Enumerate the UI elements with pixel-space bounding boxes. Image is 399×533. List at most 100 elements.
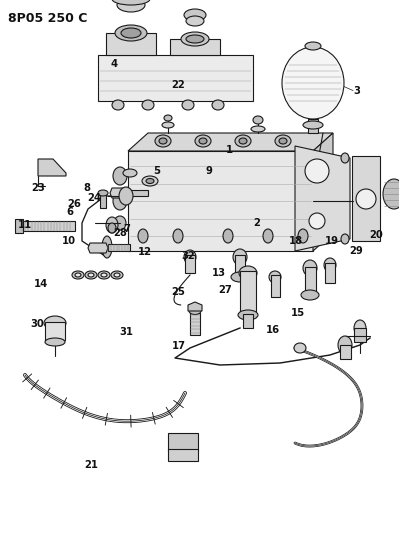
Bar (271, 275, 280, 297)
Text: 11: 11 (18, 220, 32, 230)
Text: 29: 29 (349, 246, 363, 255)
Ellipse shape (98, 190, 108, 196)
Polygon shape (313, 133, 333, 251)
Ellipse shape (263, 229, 273, 243)
Ellipse shape (114, 216, 126, 230)
Text: 13: 13 (211, 268, 225, 278)
Circle shape (309, 213, 325, 229)
Bar (305, 267, 316, 293)
Ellipse shape (253, 116, 263, 124)
Text: 27: 27 (219, 286, 232, 295)
Text: 5: 5 (154, 166, 161, 175)
Bar (325, 263, 335, 283)
Text: 25: 25 (172, 287, 186, 297)
Text: 6: 6 (67, 207, 74, 217)
Text: 8: 8 (84, 183, 91, 192)
Bar (168, 449, 198, 461)
Ellipse shape (199, 138, 207, 144)
Ellipse shape (212, 100, 224, 110)
Ellipse shape (146, 179, 154, 183)
Ellipse shape (182, 100, 194, 110)
Circle shape (356, 189, 376, 209)
Ellipse shape (238, 310, 258, 320)
Ellipse shape (341, 153, 349, 163)
Text: 2: 2 (253, 218, 260, 228)
Bar (45, 322, 65, 340)
Ellipse shape (121, 28, 141, 38)
Ellipse shape (102, 236, 112, 258)
Bar (20, 221, 75, 231)
Ellipse shape (111, 271, 123, 279)
Text: 23: 23 (31, 183, 45, 192)
Ellipse shape (119, 187, 133, 205)
Ellipse shape (45, 338, 65, 346)
Text: 8P05 250 C: 8P05 250 C (8, 12, 87, 25)
Bar (130, 190, 148, 196)
Ellipse shape (354, 320, 366, 336)
Ellipse shape (142, 176, 158, 186)
Bar (15, 219, 23, 233)
Ellipse shape (142, 100, 154, 110)
Bar (235, 255, 245, 275)
Ellipse shape (301, 290, 319, 300)
Ellipse shape (305, 42, 321, 50)
Text: 10: 10 (62, 236, 76, 246)
Ellipse shape (108, 223, 116, 233)
Text: 30: 30 (30, 319, 43, 329)
Bar (170, 39, 220, 55)
Text: 28: 28 (114, 229, 128, 238)
Ellipse shape (159, 138, 167, 144)
Ellipse shape (123, 169, 137, 177)
Ellipse shape (186, 16, 204, 26)
Ellipse shape (117, 0, 145, 12)
Ellipse shape (279, 138, 287, 144)
Text: 32: 32 (182, 251, 195, 261)
Ellipse shape (114, 273, 120, 277)
Ellipse shape (231, 272, 249, 282)
Bar (352, 156, 380, 241)
Ellipse shape (113, 192, 127, 210)
Ellipse shape (112, 0, 150, 5)
Ellipse shape (101, 273, 107, 277)
Bar (98, 55, 253, 101)
Polygon shape (88, 243, 108, 253)
Ellipse shape (269, 271, 281, 283)
Ellipse shape (186, 35, 204, 43)
Ellipse shape (85, 271, 97, 279)
Ellipse shape (44, 316, 66, 330)
Ellipse shape (155, 135, 171, 147)
Ellipse shape (98, 271, 110, 279)
Ellipse shape (112, 100, 124, 110)
Polygon shape (110, 188, 130, 198)
Ellipse shape (115, 25, 147, 41)
Ellipse shape (72, 271, 84, 279)
Text: 16: 16 (265, 326, 279, 335)
Text: 19: 19 (325, 236, 339, 246)
Bar (108, 244, 130, 251)
Ellipse shape (223, 229, 233, 243)
Ellipse shape (75, 273, 81, 277)
Ellipse shape (88, 273, 94, 277)
Ellipse shape (251, 126, 265, 132)
Bar (240, 271, 256, 313)
Text: 17: 17 (172, 342, 186, 351)
Ellipse shape (184, 9, 206, 21)
Text: 4: 4 (111, 59, 118, 69)
Ellipse shape (338, 336, 352, 354)
Text: 3: 3 (353, 86, 360, 95)
Ellipse shape (303, 260, 317, 276)
Text: 20: 20 (369, 230, 383, 239)
Ellipse shape (173, 229, 183, 243)
Ellipse shape (189, 308, 201, 314)
Bar (243, 314, 253, 328)
Polygon shape (188, 302, 202, 311)
Text: 15: 15 (291, 309, 305, 318)
Ellipse shape (184, 250, 196, 264)
Ellipse shape (164, 115, 172, 121)
Ellipse shape (282, 47, 344, 119)
Ellipse shape (235, 135, 251, 147)
Ellipse shape (138, 229, 148, 243)
Text: 26: 26 (67, 199, 81, 208)
Polygon shape (128, 133, 333, 151)
Text: 7: 7 (124, 224, 130, 234)
